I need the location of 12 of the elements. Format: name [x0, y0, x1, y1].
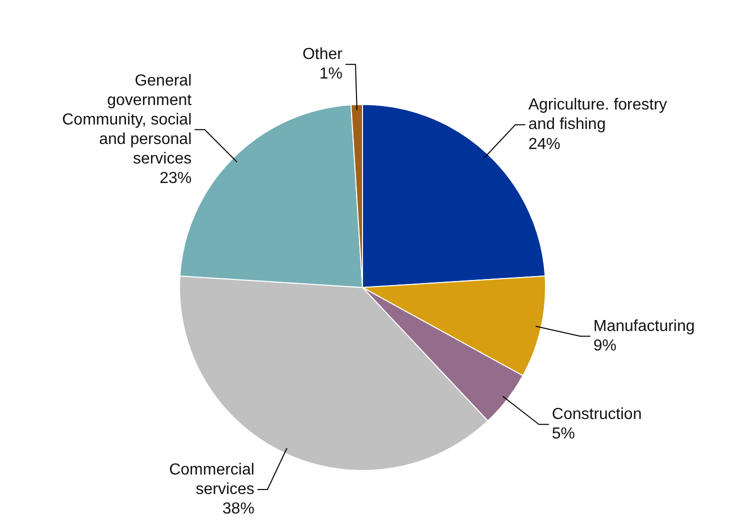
- slice-label: Manufacturing: [593, 318, 695, 335]
- data-label: 1%: [319, 66, 342, 83]
- slice-label: General government Community, social and personal services: [62, 72, 192, 168]
- slice-label: Other: [302, 46, 344, 64]
- slice-label: Commercial services: [169, 461, 254, 498]
- data-label: 23%: [160, 170, 192, 188]
- slice-label: Construction: [552, 406, 642, 424]
- slice-label: Agriculture. forestry and fishing: [528, 96, 668, 134]
- data-label: 38%: [222, 500, 254, 518]
- data-label: 5%: [552, 426, 576, 443]
- data-label: 9%: [593, 337, 617, 354]
- data-label: 24%: [528, 136, 560, 153]
